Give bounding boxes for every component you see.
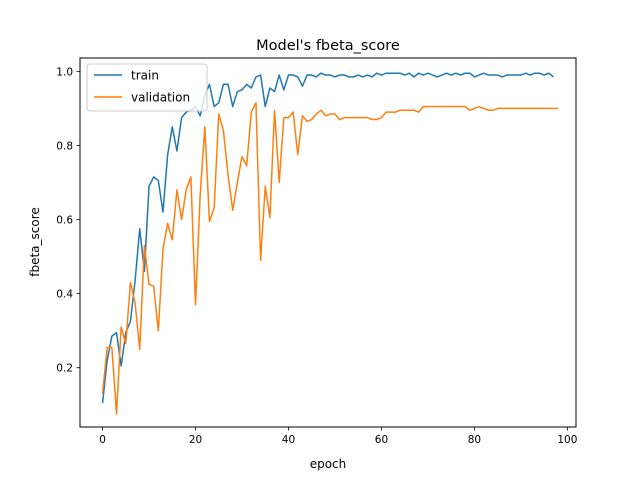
series-line-validation xyxy=(101,102,559,415)
x-tick-label: 0 xyxy=(99,434,106,446)
y-axis-label: fbeta_score xyxy=(28,207,42,277)
y-tick-label: 1.0 xyxy=(56,66,73,78)
x-tick-label: 100 xyxy=(557,434,577,446)
y-tick-label: 0.8 xyxy=(56,140,73,152)
y-tick-label: 0.6 xyxy=(56,215,73,227)
legend-label-validation: validation xyxy=(131,91,190,105)
legend: train validation xyxy=(86,63,208,112)
x-tick-label: 80 xyxy=(468,434,481,446)
chart-title: Model's fbeta_score xyxy=(256,38,400,54)
x-tick-label: 60 xyxy=(375,434,388,446)
x-axis-label: epoch xyxy=(310,457,347,471)
y-tick-label: 0.2 xyxy=(56,363,73,375)
plot-frame xyxy=(79,57,577,428)
legend-label-train: train xyxy=(131,69,159,83)
y-tick-label: 0.4 xyxy=(56,289,73,301)
x-tick-label: 40 xyxy=(282,434,295,446)
axis-ticks: 0 20 40 60 80 100 0.2 0.4 0.6 0.8 1.0 xyxy=(56,66,577,446)
plot-area xyxy=(101,72,559,415)
x-tick-label: 20 xyxy=(189,434,202,446)
series-line-train xyxy=(101,72,554,404)
